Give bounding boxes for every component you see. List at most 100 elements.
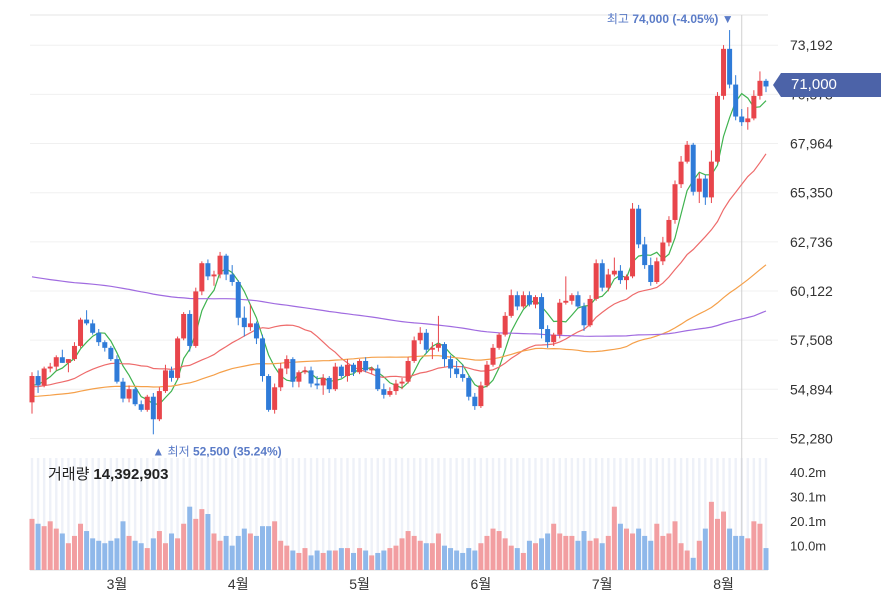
volume-bg-stripe [534,458,537,570]
volume-bg-stripe [655,458,659,570]
volume-bg-stripe [734,458,737,570]
volume-bar [217,540,223,570]
volume-bg-stripe [224,458,228,570]
volume-bg-stripe [315,458,319,570]
volume-bg-stripe [437,458,440,570]
volume-bg-stripe [449,458,452,570]
volume-bg-stripe [249,458,252,570]
volume-bar [35,523,41,570]
ma-line-ma20 [31,153,767,388]
volume-bar [405,531,411,570]
candle-body [217,255,223,275]
volume-bar [181,523,187,570]
candle-body [654,261,660,283]
volume-bg-stripe [546,458,549,570]
volume-bar [727,528,733,570]
candle-body [344,364,350,377]
candle-body [569,295,575,301]
volume-bar [247,533,253,570]
volume-bar [363,550,369,570]
volume-bar [65,543,71,570]
volume-bg-stripe [497,458,501,570]
volume-bg-stripe [564,458,568,570]
candle-body [666,219,672,243]
volume-bar [229,545,235,570]
volume-bg-stripe [643,458,646,570]
candle-body [454,368,460,375]
volume-bar [235,535,241,570]
volume-bg-stripe [419,458,422,570]
volume-bg-stripe [279,458,282,570]
candle-body [71,345,77,360]
candle-body [296,372,302,382]
x-month-label: 3월 [107,576,128,592]
volume-bg-stripe [716,458,719,570]
volume-bar [162,543,168,570]
volume-bg-stripe [412,458,416,570]
volume-bg-stripe [303,458,307,570]
candle-body [53,357,59,367]
volume-bg-stripe [103,458,106,570]
volume-bg-stripe [194,458,197,570]
candle-body [381,389,387,395]
volume-bg-stripe [91,458,94,570]
volume-bg-stripe [212,458,216,570]
volume-bg-stripe [631,458,634,570]
candle-body [399,381,405,384]
candle-body [65,359,71,363]
volume-bg-stripe [582,458,586,570]
candle-body [90,323,96,333]
candle-body [320,377,326,386]
candle-body [630,208,636,277]
volume-bar [150,538,156,570]
volume-bg-stripe [558,458,561,570]
volume-bg-stripe [182,458,185,570]
volume-bar [672,521,678,570]
volume-bg-stripe [152,458,155,570]
candle-body [642,244,648,266]
candle-body [490,347,496,365]
price-tick-label: 57,508 [790,332,833,348]
volume-bar [302,548,308,570]
candle-body [211,274,217,277]
candle-body [466,377,472,397]
volume-bg-stripe [503,458,507,570]
volume-bar [278,540,284,570]
volume-bar [623,528,629,570]
volume-bar [187,506,193,570]
candle-body [575,295,581,307]
x-month-label: 8월 [713,576,734,592]
volume-bar [175,538,181,570]
volume-bar [611,506,617,570]
volume-bar [375,552,381,570]
volume-bar [617,523,623,570]
x-month-label: 4월 [228,576,249,592]
candle-body [678,161,684,185]
low-annotation-value: 52,500 (35.24%) [193,444,282,458]
price-tick-label: 60,122 [790,283,833,299]
candle-body [496,334,502,348]
candle-body [375,368,381,390]
volume-bar [84,531,90,570]
volume-bar [502,538,508,570]
volume-bg-stripe [461,458,464,570]
candle-body [193,291,199,346]
volume-bg-stripe [625,458,628,570]
volume-bg-stripe [679,458,683,570]
volume-bar [466,548,472,570]
volume-bg-stripe [334,458,337,570]
x-month-label: 7월 [592,576,613,592]
volume-bar [636,528,642,570]
candle-body [290,359,296,382]
volume-bg-stripe [594,458,598,570]
candle-body [223,255,229,275]
candle-body [144,396,150,410]
ma-line-ma60 [31,264,767,397]
volume-bar [660,535,666,570]
volume-bg-stripe [158,458,161,570]
x-month-label: 6월 [471,576,492,592]
candle-body [247,323,253,328]
candle-body [563,300,569,303]
volume-bar [338,548,344,570]
volume-bg-stripe [588,458,592,570]
